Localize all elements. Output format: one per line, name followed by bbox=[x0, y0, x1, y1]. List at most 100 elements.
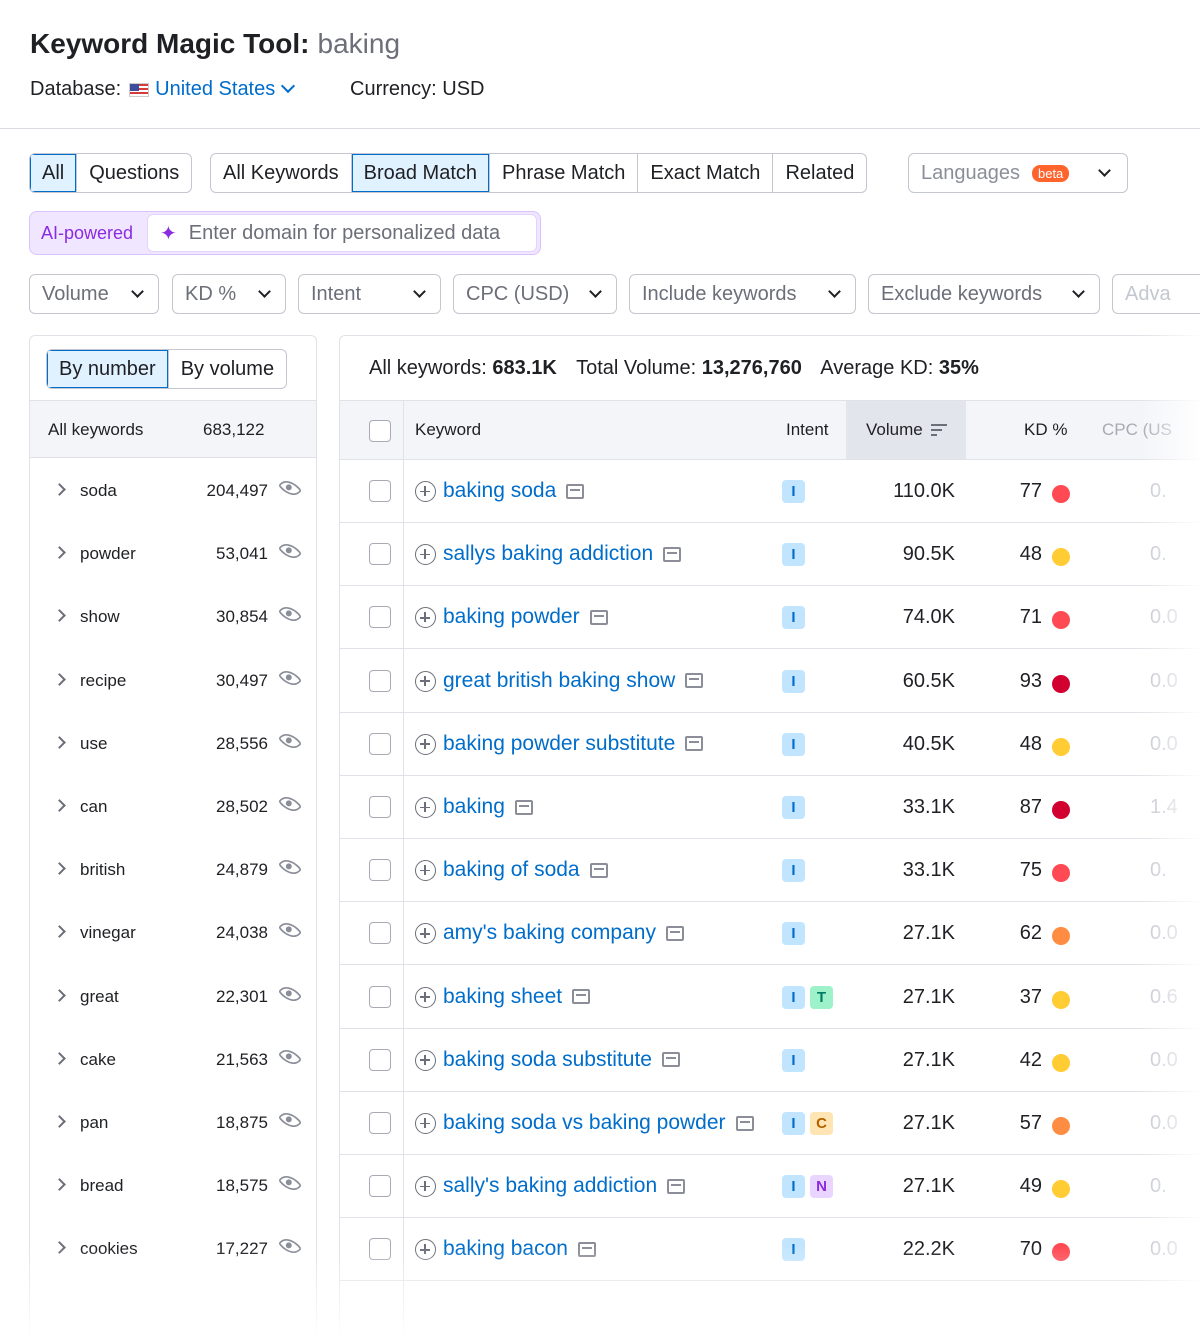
keyword-group-item[interactable]: pan 18,875 bbox=[30, 1090, 316, 1153]
eye-icon[interactable] bbox=[277, 981, 303, 1006]
chevron-right-icon[interactable] bbox=[53, 672, 66, 686]
keyword-link[interactable]: baking sheet bbox=[443, 985, 591, 1009]
tab-questions[interactable]: Questions bbox=[89, 161, 180, 184]
add-to-list-icon[interactable] bbox=[415, 923, 436, 945]
database-value[interactable]: United States bbox=[155, 78, 276, 100]
serp-icon[interactable] bbox=[667, 1178, 686, 1194]
keyword-group-item[interactable]: can 28,502 bbox=[30, 774, 316, 837]
keyword-group-item[interactable]: vinegar 24,038 bbox=[30, 900, 316, 963]
kd-filter[interactable]: KD % bbox=[172, 274, 286, 314]
chevron-right-icon[interactable] bbox=[53, 609, 66, 623]
include-keywords-filter[interactable]: Include keywords bbox=[629, 274, 856, 314]
exclude-keywords-filter[interactable]: Exclude keywords bbox=[868, 274, 1100, 314]
keyword-link[interactable]: baking bbox=[443, 795, 533, 819]
chevron-right-icon[interactable] bbox=[53, 1115, 66, 1128]
keyword-group-item[interactable]: soda 204,497 bbox=[30, 458, 316, 521]
row-checkbox[interactable] bbox=[369, 985, 391, 1008]
serp-icon[interactable] bbox=[577, 1241, 596, 1257]
eye-icon[interactable] bbox=[277, 539, 303, 564]
chevron-right-icon[interactable] bbox=[53, 862, 66, 876]
serp-icon[interactable] bbox=[589, 609, 608, 625]
add-to-list-icon[interactable] bbox=[415, 481, 436, 502]
keyword-link[interactable]: sallys baking addiction bbox=[443, 542, 682, 566]
volume-filter[interactable]: Volume bbox=[29, 274, 159, 314]
keyword-group-item[interactable]: recipe 30,497 bbox=[30, 648, 316, 711]
serp-icon[interactable] bbox=[685, 736, 704, 752]
domain-input[interactable]: ✦ Enter domain for personalized data bbox=[147, 214, 537, 252]
keyword-link[interactable]: baking soda vs baking powder bbox=[443, 1111, 754, 1135]
keyword-group-item[interactable]: use 28,556 bbox=[30, 711, 316, 774]
chevron-right-icon[interactable] bbox=[53, 1178, 66, 1192]
add-to-list-icon[interactable] bbox=[415, 670, 436, 692]
chevron-right-icon[interactable] bbox=[53, 1051, 66, 1065]
cpc-column-header[interactable]: CPC (US bbox=[1102, 420, 1172, 439]
keyword-column-header[interactable]: Keyword bbox=[415, 420, 482, 439]
row-checkbox[interactable] bbox=[369, 480, 391, 502]
select-all-checkbox[interactable] bbox=[369, 420, 391, 442]
kd-column-header[interactable]: KD % bbox=[1024, 420, 1068, 439]
serp-icon[interactable] bbox=[663, 546, 682, 562]
row-checkbox[interactable] bbox=[369, 606, 391, 629]
keyword-link[interactable]: sally's baking addiction bbox=[443, 1174, 686, 1198]
keyword-group-item[interactable]: powder 53,041 bbox=[30, 521, 316, 584]
add-to-list-icon[interactable] bbox=[415, 860, 436, 882]
tab-broad-match[interactable]: Broad Match bbox=[351, 154, 490, 192]
by-number-button[interactable]: By number bbox=[47, 350, 169, 388]
keyword-link[interactable]: baking of soda bbox=[443, 858, 608, 882]
eye-icon[interactable] bbox=[277, 1107, 303, 1133]
keyword-link[interactable]: baking soda bbox=[443, 479, 585, 503]
serp-icon[interactable] bbox=[735, 1115, 754, 1131]
eye-icon[interactable] bbox=[277, 1234, 303, 1259]
add-to-list-icon[interactable] bbox=[415, 544, 436, 566]
row-checkbox[interactable] bbox=[369, 543, 391, 566]
by-volume-button[interactable]: By volume bbox=[180, 357, 275, 380]
intent-column-header[interactable]: Intent bbox=[786, 420, 829, 439]
chevron-right-icon[interactable] bbox=[53, 546, 66, 560]
serp-icon[interactable] bbox=[514, 799, 533, 815]
eye-icon[interactable] bbox=[277, 602, 303, 627]
keyword-group-item[interactable]: cookies 17,227 bbox=[30, 1216, 316, 1279]
add-to-list-icon[interactable] bbox=[415, 733, 436, 755]
add-to-list-icon[interactable] bbox=[415, 1113, 436, 1134]
eye-icon[interactable] bbox=[277, 1171, 303, 1196]
intent-filter[interactable]: Intent bbox=[298, 274, 441, 314]
chevron-right-icon[interactable] bbox=[53, 483, 66, 496]
add-to-list-icon[interactable] bbox=[415, 986, 436, 1008]
row-checkbox[interactable] bbox=[369, 1112, 391, 1134]
row-checkbox[interactable] bbox=[369, 796, 391, 818]
eye-icon[interactable] bbox=[277, 1044, 303, 1069]
tab-all[interactable]: All bbox=[30, 154, 78, 192]
languages-dropdown[interactable]: Languages beta bbox=[908, 153, 1128, 193]
keyword-group-item[interactable]: cake 21,563 bbox=[30, 1027, 316, 1090]
all-keywords-group[interactable]: All keywords 683,122 bbox=[30, 400, 316, 458]
add-to-list-icon[interactable] bbox=[415, 1049, 436, 1071]
eye-icon[interactable] bbox=[277, 855, 303, 880]
tab-phrase-match[interactable]: Phrase Match bbox=[490, 154, 639, 192]
advanced-filters[interactable]: Adva bbox=[1112, 274, 1200, 314]
eye-icon[interactable] bbox=[277, 665, 303, 690]
add-to-list-icon[interactable] bbox=[415, 1176, 436, 1198]
chevron-right-icon[interactable] bbox=[53, 799, 66, 812]
serp-icon[interactable] bbox=[572, 989, 591, 1005]
chevron-down-icon[interactable] bbox=[281, 78, 296, 93]
database-selector[interactable]: Database: United States bbox=[30, 78, 296, 101]
row-checkbox[interactable] bbox=[369, 922, 391, 945]
keyword-link[interactable]: baking soda substitute bbox=[443, 1048, 680, 1072]
row-checkbox[interactable] bbox=[369, 1175, 391, 1198]
row-checkbox[interactable] bbox=[369, 669, 391, 692]
keyword-group-item[interactable]: great 22,301 bbox=[30, 964, 316, 1027]
volume-column-header[interactable]: Volume bbox=[866, 420, 947, 440]
eye-icon[interactable] bbox=[277, 475, 303, 501]
eye-icon[interactable] bbox=[277, 728, 303, 753]
serp-icon[interactable] bbox=[665, 925, 684, 941]
row-checkbox[interactable] bbox=[369, 732, 391, 755]
keyword-link[interactable]: baking powder bbox=[443, 605, 608, 629]
row-checkbox[interactable] bbox=[369, 1048, 391, 1071]
cpc-filter[interactable]: CPC (USD) bbox=[453, 274, 617, 314]
keyword-link[interactable]: amy's baking company bbox=[443, 921, 684, 945]
chevron-right-icon[interactable] bbox=[53, 735, 66, 749]
tab-exact-match[interactable]: Exact Match bbox=[638, 154, 774, 192]
keyword-group-item[interactable]: show 30,854 bbox=[30, 584, 316, 647]
serp-icon[interactable] bbox=[589, 862, 608, 878]
chevron-right-icon[interactable] bbox=[53, 925, 66, 939]
